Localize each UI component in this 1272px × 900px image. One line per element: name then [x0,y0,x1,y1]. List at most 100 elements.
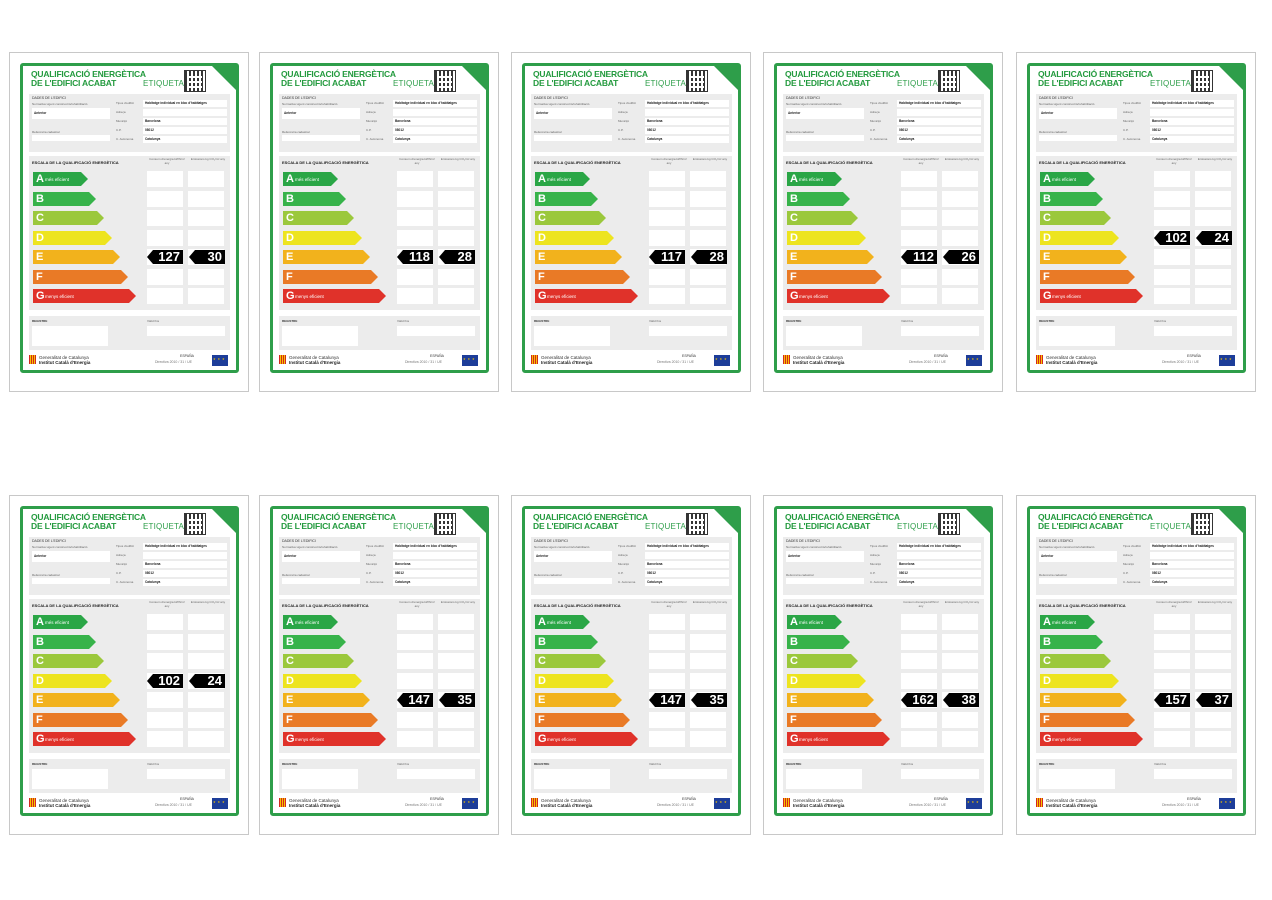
energy-band-bar: C [283,654,354,668]
building-field-label: Adreça [870,110,880,114]
energy-band-bar: D [1040,673,1119,688]
building-field-box [897,109,981,116]
emissions-cell [1195,268,1231,285]
energy-band-letter: G [538,733,547,745]
consum-cell [649,672,685,689]
normativa-value: Anterior [1041,111,1054,115]
directiva-text: Directiva 2010 / 31 / UE [405,803,442,807]
label-title-line1: QUALIFICACIÓ ENERGÈTICA [533,512,648,522]
energy-band-top-text: més eficient [45,620,70,625]
building-field-box: Catalunya [143,579,227,586]
normativa-value: Anterior [788,554,801,558]
consum-cell [901,614,937,630]
building-field-value: Barcelona [145,119,161,123]
building-data-header: DADES DE L'EDIFICI [786,96,820,100]
building-field-label: Municipi [116,562,128,566]
energy-label-card: QUALIFICACIÓ ENERGÈTICA DE L'EDIFICI ACAB… [511,495,751,835]
building-field-box: Habitatge individual en bloc d'habitatge… [897,100,981,107]
normativa-value: Anterior [284,554,297,558]
icaen-text: Institut Català d'Energia [39,360,91,365]
emissions-cell [1195,633,1231,650]
emissions-cell [1195,731,1231,747]
energy-band-letter: C [36,212,44,224]
energy-band-bar: C [33,211,104,225]
energy-band-bar: D [787,673,866,688]
building-field-value: Habitatge individual en bloc d'habitatge… [145,544,207,548]
corner-accent [1218,509,1243,534]
energy-band-letter: F [790,713,797,726]
building-field-box: Barcelona [897,118,981,125]
building-field-label: C. Autònoma [618,580,636,584]
building-field-value: Barcelona [647,119,663,123]
energy-band-letter: B [1043,635,1051,648]
building-field-box: Catalunya [1150,579,1234,586]
building-data-header: DADES DE L'EDIFICI [534,539,568,543]
espanya-text: ESPAÑA [682,354,696,358]
energy-band-top-text: més eficient [547,620,572,625]
normativa-label: Normativa vigent construcció/rehabilitac… [1039,545,1095,549]
energy-scale-header: ESCALA DE LA QUALIFICACIÓ ENERGÈTICA [1039,603,1126,608]
consum-cell [147,711,183,728]
consum-column-header: Consum d'energia kWh/m² any [903,157,939,165]
energy-band-letter: A [538,616,546,628]
building-field-box: Barcelona [1150,118,1234,125]
building-field-box: Habitatge individual en bloc d'habitatge… [897,543,981,550]
energy-band-bar: D [283,230,362,245]
emissions-cell [188,171,224,187]
building-field-value: 08012 [899,128,908,132]
energy-label-card: QUALIFICACIÓ ENERGÈTICA DE L'EDIFICI ACAB… [763,495,1003,835]
energy-band-letter: E [538,251,546,263]
energy-band-letter: G [790,733,799,745]
label-footer: Generalitat de Catalunya Institut Català … [531,354,732,368]
corner-accent [211,66,236,91]
valid-until-label: Vàlid fins [1154,319,1167,323]
energy-label-card: QUALIFICACIÓ ENERGÈTICA DE L'EDIFICI ACAB… [1016,495,1256,835]
consum-cell [147,731,183,747]
emissions-cell [942,653,978,669]
catalan-flag-icon [531,355,538,364]
energy-band-bar: F [1040,712,1135,727]
emissions-cell [188,711,224,728]
building-field-value: 08012 [395,571,404,575]
building-field-value: 08012 [647,571,656,575]
label-title-line1: QUALIFICACIÓ ENERGÈTICA [31,69,146,79]
building-field-value: Barcelona [395,562,411,566]
energy-band-letter: A [36,173,44,185]
referencia-label: Referència cadastral [1039,130,1067,134]
energy-label: QUALIFICACIÓ ENERGÈTICA DE L'EDIFICI ACAB… [1027,63,1246,373]
etiqueta-text: ETIQUETA [1150,79,1192,88]
energy-band-letter: E [790,694,798,706]
energy-band-letter: F [1043,713,1050,726]
generalitat-text: Generalitat de Catalunya [289,355,339,360]
energy-band-top-text: més eficient [45,177,70,182]
building-field-value: Barcelona [647,562,663,566]
energy-label-card: QUALIFICACIÓ ENERGÈTICA DE L'EDIFICI ACAB… [9,52,249,392]
building-field-box [393,109,477,116]
energy-band-letter: A [286,616,294,628]
qr-code-icon [184,70,206,92]
building-field-label: C. Autònoma [116,580,134,584]
label-title-line2: DE L'EDIFICI ACABAT [785,78,871,88]
eu-flag-icon [714,798,730,809]
energy-band-letter: F [538,713,545,726]
energy-label-card: QUALIFICACIÓ ENERGÈTICA DE L'EDIFICI ACAB… [259,495,499,835]
energy-scale-header: ESCALA DE LA QUALIFICACIÓ ENERGÈTICA [1039,160,1126,165]
corner-accent [713,66,738,91]
consum-cell [649,633,685,650]
building-field-value: Barcelona [899,119,915,123]
energy-scale-header: ESCALA DE LA QUALIFICACIÓ ENERGÈTICA [786,160,873,165]
building-field-box [143,109,227,116]
energy-band-bar: F [33,712,128,727]
energy-band-bar: B [535,191,598,206]
eu-flag-icon [966,798,982,809]
building-field-value: Barcelona [395,119,411,123]
consum-cell [1154,171,1190,187]
etiqueta-text: ETIQUETA [143,79,185,88]
valid-until-box [649,326,727,336]
referencia-box [1039,135,1117,141]
